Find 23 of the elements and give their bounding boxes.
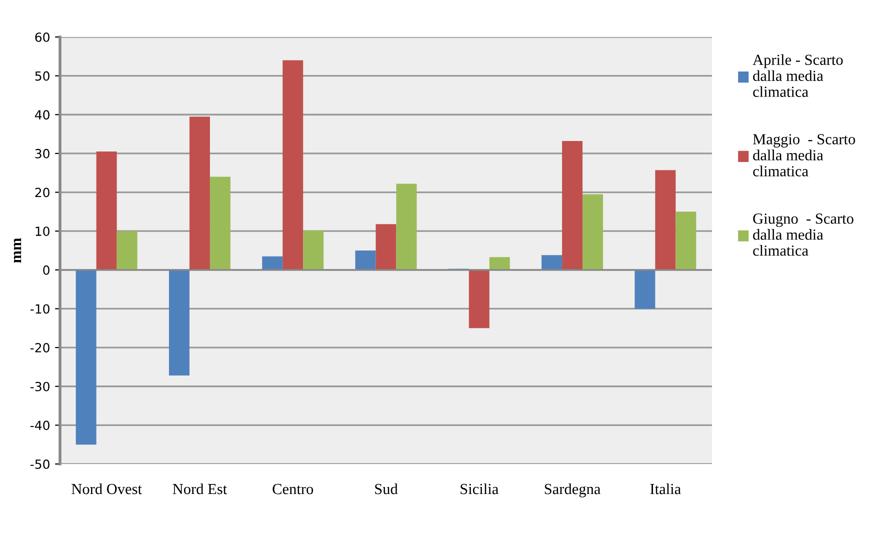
legend-label: Maggio - Scarto dalla media climatica [752,134,856,176]
y-tick-label: 30 [35,148,50,158]
y-tick-label: -40 [30,420,50,430]
y-tick-label: -10 [30,304,50,314]
x-tick-label: Nord Est [172,483,227,494]
x-tick-label: Nord Ovest [72,483,142,494]
y-tick-label: 10 [36,226,50,236]
x-tick-label: Centro [272,484,314,494]
legend-label: Aprile - Scarto dalla media climatica [752,54,843,97]
y-tick-label: 40 [34,110,50,120]
x-tick-label: Italia [650,483,681,494]
y-tick-label: -50 [30,459,50,469]
x-tick-label: Sud [375,483,398,494]
y-tick-label: 60 [35,32,50,42]
legend-label: Giugno - Scarto dalla media climatica [753,214,854,256]
y-tick-label: 50 [35,71,50,81]
y-tick-label: 0 [43,265,50,275]
y-axis-title: mm [14,238,22,263]
y-tick-label: -20 [30,343,50,352]
x-tick-label: Sicilia [460,483,498,494]
y-tick-label: 20 [35,188,50,198]
x-tick-label: Sardegna [544,483,600,498]
y-tick-label: -30 [30,382,50,392]
